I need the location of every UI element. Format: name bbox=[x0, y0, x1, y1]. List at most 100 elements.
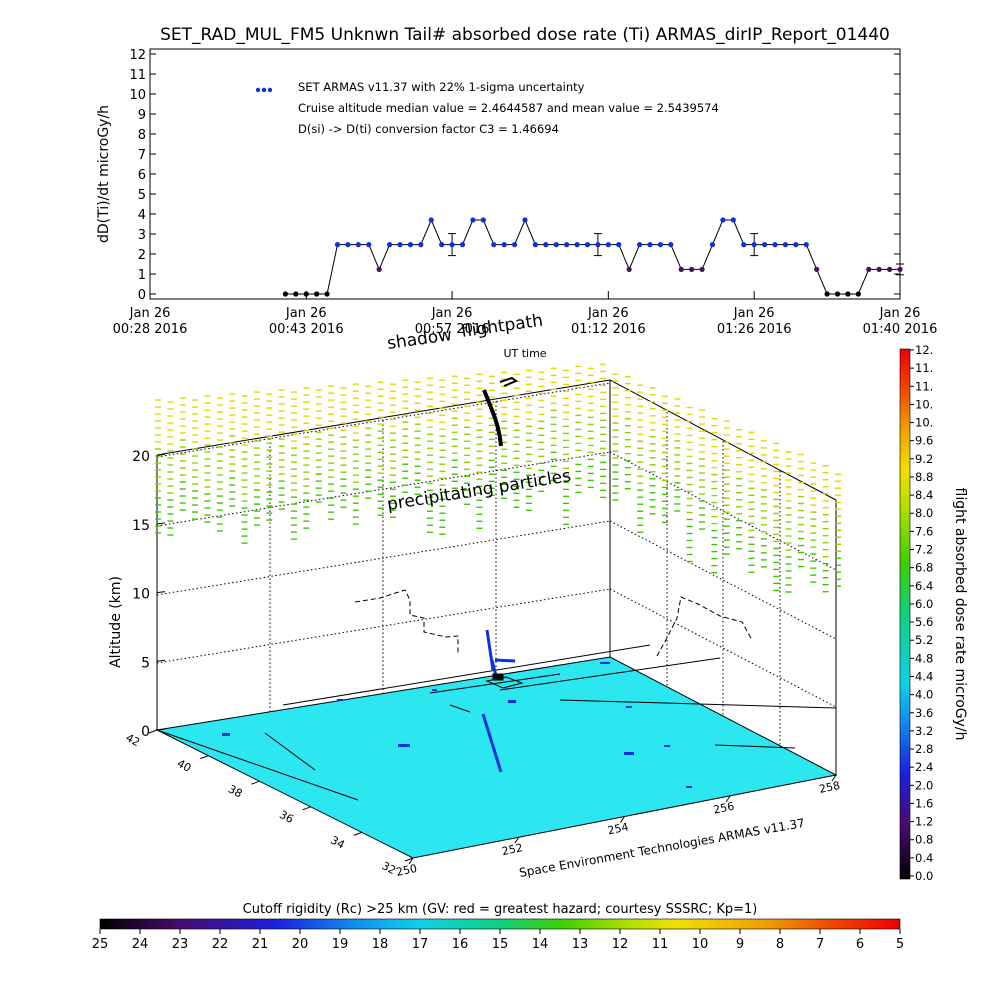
y-tick-label: 11 bbox=[129, 68, 146, 83]
colorbar-tick-label: 4.4 bbox=[915, 669, 933, 683]
data-point bbox=[303, 291, 309, 297]
data-point bbox=[376, 266, 382, 272]
latitude-tick bbox=[251, 780, 260, 785]
dose-rate-points bbox=[282, 217, 903, 297]
colorbar-tick-label: 4.0 bbox=[915, 688, 933, 702]
latitude-tick bbox=[353, 831, 362, 836]
x-tick-label: Jan 26 bbox=[431, 306, 473, 321]
data-point bbox=[584, 242, 591, 248]
floor-features bbox=[156, 644, 837, 801]
altitude-tick bbox=[156, 659, 166, 662]
dose-rate-series-line bbox=[285, 218, 900, 295]
data-point bbox=[428, 217, 434, 223]
x-tick-label: Jan 26 bbox=[285, 306, 327, 321]
data-point bbox=[355, 242, 361, 248]
y-tick-label: 4 bbox=[138, 208, 146, 223]
cutoff-tick-label: 10 bbox=[692, 937, 709, 952]
data-point bbox=[626, 266, 632, 272]
data-point bbox=[501, 242, 507, 248]
flight-box-marker bbox=[485, 673, 524, 689]
data-point bbox=[345, 242, 351, 248]
cutoff-tick-label: 25 bbox=[92, 937, 109, 952]
shadow-path bbox=[354, 589, 753, 657]
x-tick-label: Jan 26 bbox=[879, 306, 921, 321]
colorbar-tick-label: 5.2 bbox=[915, 633, 933, 647]
colorbar-tick-label: 8.0 bbox=[915, 506, 933, 520]
cutoff-tick-label: 16 bbox=[452, 937, 469, 952]
cutoff-tick-label: 7 bbox=[816, 937, 824, 952]
dose-rate-colorbar: 0.0 0.4 0.8 1.2 1.6 2.0 2.4 2.8 3.2 3.6 4.0 4.4 4.8 5… bbox=[899, 343, 968, 883]
latitude-tick-label: 32 bbox=[380, 859, 398, 877]
colorbar-tick-label: 2.0 bbox=[915, 778, 933, 792]
floor-blue-marks bbox=[222, 662, 692, 788]
data-point bbox=[459, 242, 466, 248]
colorbar-tick-label: 9.2 bbox=[915, 452, 933, 466]
cutoff-tick-label: 13 bbox=[572, 937, 589, 952]
shadow-label: shadow bbox=[386, 325, 453, 354]
data-point bbox=[324, 291, 330, 297]
colorbar-tick-label: 6.4 bbox=[915, 579, 933, 593]
y-tick-label: 2 bbox=[138, 248, 146, 263]
data-point bbox=[543, 242, 549, 248]
colorbar-tick-label: 9.6 bbox=[915, 434, 933, 448]
data-point bbox=[511, 242, 518, 248]
colorbar-tick-label: 11. bbox=[915, 361, 933, 375]
colorbar-tick-label: 3.2 bbox=[915, 724, 933, 738]
colorbar-tick-label: 4.8 bbox=[915, 651, 933, 665]
cutoff-tick-label: 9 bbox=[736, 937, 744, 952]
chart-title: SET_RAD_MUL_FM5 Unknwn Tail# absorbed do… bbox=[160, 25, 890, 45]
latitude-tick-label: 40 bbox=[175, 757, 193, 775]
longitude-tick bbox=[831, 774, 837, 782]
longitude-tick-label: 256 bbox=[712, 800, 735, 817]
longitude-tick-label: 250 bbox=[395, 862, 418, 879]
y-tick-label: 1 bbox=[138, 268, 146, 283]
flightpath-top bbox=[482, 376, 518, 447]
data-point bbox=[699, 266, 705, 272]
data-point bbox=[720, 217, 726, 223]
altitude-tick bbox=[156, 522, 166, 525]
legend-conversion: D(si) -> D(ti) conversion factor C3 = 1.… bbox=[298, 122, 559, 136]
x-tick-label: 01:40 2016 bbox=[863, 322, 938, 337]
data-point bbox=[855, 291, 861, 297]
cutoff-tick-label: 12 bbox=[612, 937, 629, 952]
colorbar-tick-label: 5.6 bbox=[915, 615, 933, 629]
legend-median-mean: Cruise altitude median value = 2.4644587… bbox=[298, 101, 719, 115]
latitude-tick-label: 42 bbox=[124, 731, 142, 749]
legend-marker bbox=[267, 87, 273, 93]
data-point bbox=[605, 242, 611, 248]
altitude-ticks: 0 5 10 15 20 bbox=[132, 449, 166, 740]
x-tick-label: Jan 26 bbox=[129, 306, 171, 321]
data-point bbox=[689, 266, 695, 272]
cutoff-tick-label: 19 bbox=[332, 937, 349, 952]
data-point bbox=[793, 242, 799, 248]
data-point bbox=[616, 242, 622, 248]
y-tick-label: 6 bbox=[138, 168, 146, 183]
cutoff-tick-label: 14 bbox=[532, 937, 549, 952]
data-point bbox=[886, 266, 893, 272]
colorbar-tick-label: 8.8 bbox=[915, 470, 933, 484]
cutoff-tick-label: 8 bbox=[776, 937, 784, 952]
cutoff-tick-label: 21 bbox=[252, 937, 269, 952]
altitude-axis-label: Altitude (km) bbox=[108, 576, 124, 668]
y-tick-label: 3 bbox=[138, 228, 146, 243]
data-point bbox=[418, 242, 424, 248]
data-point bbox=[386, 242, 393, 248]
x-axis-label: UT time bbox=[503, 347, 546, 360]
data-point bbox=[647, 242, 653, 248]
data-point bbox=[439, 242, 445, 248]
data-point bbox=[814, 266, 820, 272]
altitude-tick-label: 20 bbox=[132, 449, 150, 465]
y-axis-label: dD(Ti)/dt microGy/h bbox=[96, 105, 112, 243]
altitude-tick bbox=[156, 591, 166, 594]
longitude-ticks: 250 252 254 256 258 bbox=[395, 774, 841, 879]
data-point bbox=[532, 242, 539, 248]
data-point bbox=[574, 242, 580, 248]
colorbar-tick-label: 1.2 bbox=[915, 815, 933, 829]
cutoff-rigidity-bar: Cutoff rigidity (Rc) >25 km (GV: red = g… bbox=[92, 902, 904, 952]
colorbar-tick-label: 6.8 bbox=[915, 561, 933, 575]
cutoff-label: Cutoff rigidity (Rc) >25 km (GV: red = g… bbox=[243, 902, 758, 917]
colorbar-ticks: 0.0 0.4 0.8 1.2 1.6 2.0 2.4 2.8 3.2 3.6 4.0 4.4 4.8 5… bbox=[910, 343, 933, 883]
